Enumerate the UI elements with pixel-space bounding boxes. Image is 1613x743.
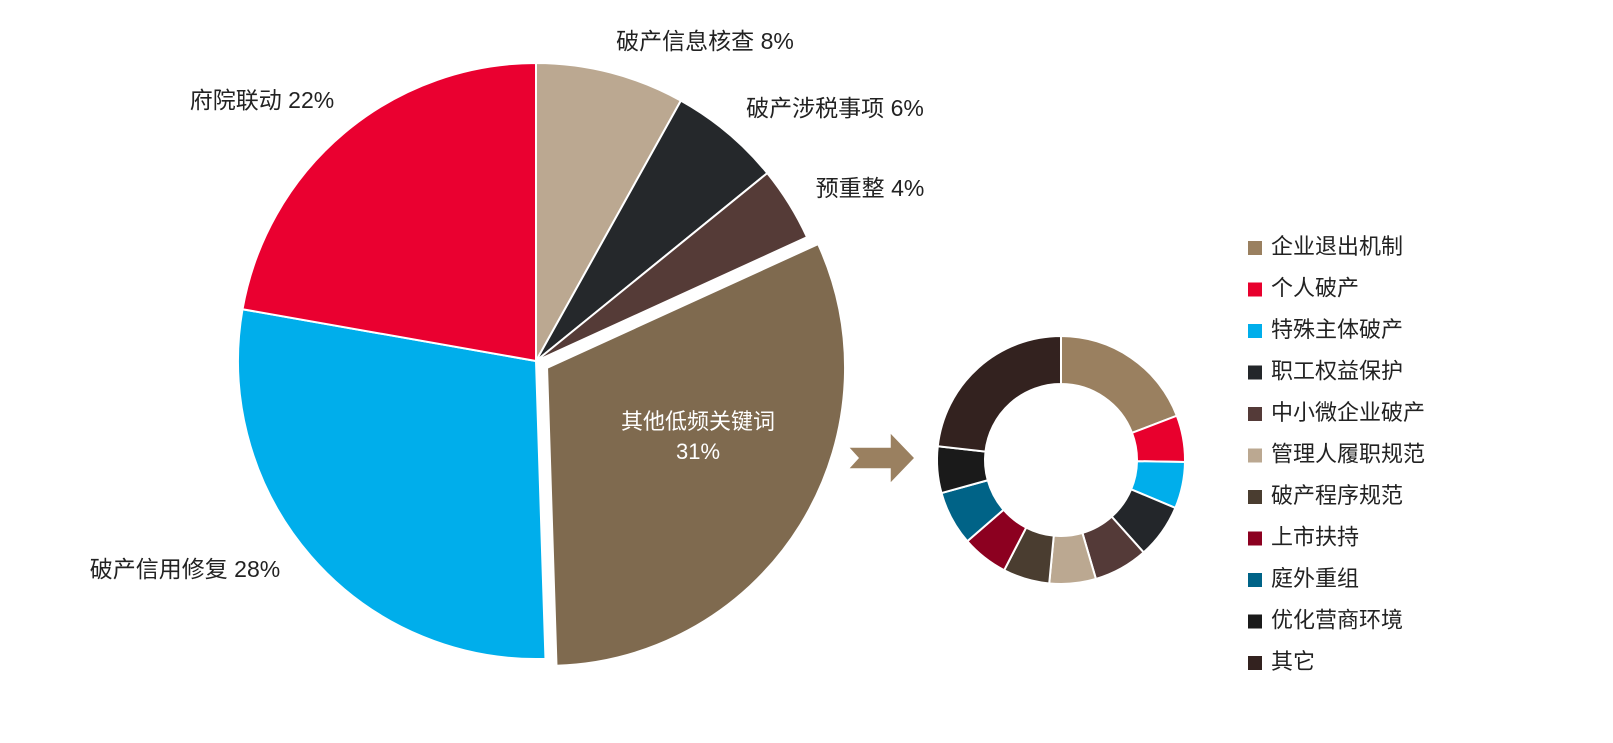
legend-label: 破产程序规范 [1271,483,1403,508]
slice-value: 8% [761,28,794,54]
slice-label: 破产信息核查 8% [616,28,794,54]
legend-label: 中小微企业破产 [1271,400,1425,425]
slice-label: 预重整 4% [816,175,925,201]
legend-label: 职工权益保护 [1271,358,1403,383]
legend-label: 其它 [1271,649,1315,674]
legend-label: 企业退出机制 [1271,234,1403,259]
pie-slice [237,308,547,660]
legend-label: 庭外重组 [1271,566,1359,591]
donut-slice [1060,334,1179,435]
slice-label: 破产涉税事项 6% [746,95,924,121]
legend-label: 优化营商环境 [1271,607,1403,632]
legend-swatch [1248,490,1262,504]
slice-category: 破产信息核查 [616,28,754,54]
legend-swatch [1248,448,1262,463]
pie-slice [535,171,809,362]
slice-category: 破产信用修复 [90,556,228,582]
donut-slice [936,334,1062,453]
legend-label: 个人破产 [1271,275,1359,300]
slice-label: 府院联动 22% [190,87,334,113]
slice-value: 28% [234,556,280,582]
slice-value: 6% [891,95,924,121]
pie-slice [535,61,683,365]
slice-category: 破产涉税事项 [746,95,884,121]
slice-label: 其他低频关键词 [621,409,775,434]
slice-label: 破产信用修复 28% [90,556,280,582]
slice-value: 22% [288,87,334,113]
pie-slice [546,242,847,667]
legend-label: 特殊主体破产 [1271,317,1403,342]
legend-swatch [1248,407,1262,421]
slice-category: 府院联动 [190,87,282,113]
legend-swatch [1248,573,1262,587]
legend-swatch [1248,656,1262,670]
legend-swatch [1248,365,1262,380]
legend-swatch [1248,241,1262,255]
slice-category: 预重整 [816,175,885,201]
slice-value: 4% [891,175,924,201]
slice-value: 31% [676,439,720,464]
pie-slice [241,61,537,363]
arrow [846,430,917,486]
legend-swatch [1248,282,1262,297]
legend-swatch [1248,324,1262,338]
legend-swatch [1248,531,1262,546]
legend-swatch [1248,614,1262,629]
legend-label: 上市扶持 [1271,524,1359,549]
legend-label: 管理人履职规范 [1271,441,1425,466]
